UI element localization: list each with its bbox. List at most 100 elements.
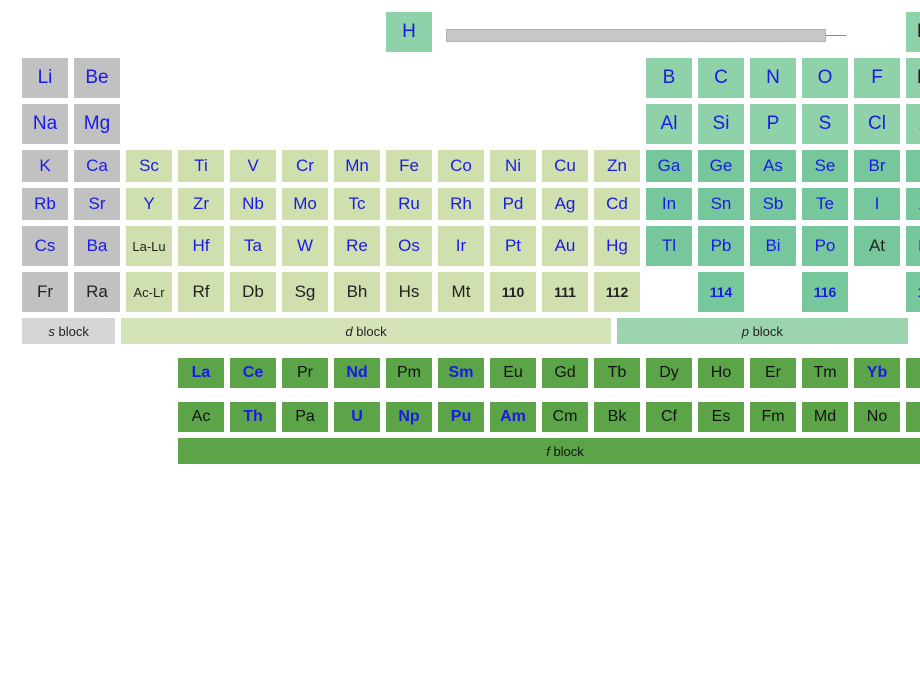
element-Ru[interactable]: Ru [386,188,432,220]
element-Li[interactable]: Li [22,58,68,98]
element-Os[interactable]: Os [386,226,432,266]
element-Hg[interactable]: Hg [594,226,640,266]
element-Si[interactable]: Si [698,104,744,144]
element-Rh[interactable]: Rh [438,188,484,220]
element-Zr[interactable]: Zr [178,188,224,220]
lanthanide-row: LaCePrNdPmSmEuGdTbDyHoErTmYbLu [178,358,908,388]
element-Sb[interactable]: Sb [750,188,796,220]
element-Ir[interactable]: Ir [438,226,484,266]
element-Sc[interactable]: Sc [126,150,172,182]
element-Ge[interactable]: Ge [698,150,744,182]
element-Cu[interactable]: Cu [542,150,588,182]
element-U[interactable]: U [334,402,380,432]
element-Ba[interactable]: Ba [74,226,120,266]
element-I[interactable]: I [854,188,900,220]
element-Lr: Lr [906,402,920,432]
element-Al[interactable]: Al [646,104,692,144]
element-Sr[interactable]: Sr [74,188,120,220]
element-Hs: Hs [386,272,432,312]
element-As[interactable]: As [750,150,796,182]
element-Cl[interactable]: Cl [854,104,900,144]
element-Xe[interactable]: Xe [906,188,920,220]
element-F[interactable]: F [854,58,900,98]
element-Cs[interactable]: Cs [22,226,68,266]
element-118[interactable]: 118 [906,272,920,312]
element-Po[interactable]: Po [802,226,848,266]
element-110: 110 [490,272,536,312]
element-Pt[interactable]: Pt [490,226,536,266]
element-Ce[interactable]: Ce [230,358,276,388]
element-Ni[interactable]: Ni [490,150,536,182]
element-Au[interactable]: Au [542,226,588,266]
element-Nb[interactable]: Nb [230,188,276,220]
element-Sn[interactable]: Sn [698,188,744,220]
element-O[interactable]: O [802,58,848,98]
element-Ga[interactable]: Ga [646,150,692,182]
element-Ho: Ho [698,358,744,388]
element-Y[interactable]: Y [126,188,172,220]
element-Ca[interactable]: Ca [74,150,120,182]
d-block-text: block [356,324,386,339]
element-Fe[interactable]: Fe [386,150,432,182]
element-Mn[interactable]: Mn [334,150,380,182]
element-Na[interactable]: Na [22,104,68,144]
element-Ti[interactable]: Ti [178,150,224,182]
element-Cf: Cf [646,402,692,432]
element-No: No [854,402,900,432]
element-K[interactable]: K [22,150,68,182]
element-In[interactable]: In [646,188,692,220]
element-Lu[interactable]: Lu [906,358,920,388]
slider-track [446,29,826,42]
slider-line [826,35,846,36]
element-Cm: Cm [542,402,588,432]
element-Pu[interactable]: Pu [438,402,484,432]
element-Sm[interactable]: Sm [438,358,484,388]
element-Ne: Ne [906,58,920,98]
element-Te[interactable]: Te [802,188,848,220]
element-Th[interactable]: Th [230,402,276,432]
element-W[interactable]: W [282,226,328,266]
element-114[interactable]: 114 [698,272,744,312]
f-block-label: f block [178,438,920,464]
element-Mo[interactable]: Mo [282,188,328,220]
element-N[interactable]: N [750,58,796,98]
element-La[interactable]: La [178,358,224,388]
element-Nd[interactable]: Nd [334,358,380,388]
s-block-text: block [59,324,89,339]
element-Ta[interactable]: Ta [230,226,276,266]
block-labels-row: s block d block p block [22,318,908,344]
element-V[interactable]: V [230,150,276,182]
element-Hf[interactable]: Hf [178,226,224,266]
element-Br[interactable]: Br [854,150,900,182]
element-Mg[interactable]: Mg [74,104,120,144]
element-116[interactable]: 116 [802,272,848,312]
element-Rb[interactable]: Rb [22,188,68,220]
element-Tl[interactable]: Tl [646,226,692,266]
element-Cd[interactable]: Cd [594,188,640,220]
element-Rf: Rf [178,272,224,312]
element-AcLr: Ac-Lr [126,272,172,312]
element-Ag[interactable]: Ag [542,188,588,220]
element-Am[interactable]: Am [490,402,536,432]
element-P[interactable]: P [750,104,796,144]
element-Zn[interactable]: Zn [594,150,640,182]
element-H[interactable]: H [386,12,432,52]
element-S[interactable]: S [802,104,848,144]
element-Rn[interactable]: Rn [906,226,920,266]
element-Tc[interactable]: Tc [334,188,380,220]
element-Re[interactable]: Re [334,226,380,266]
element-C[interactable]: C [698,58,744,98]
element-Np[interactable]: Np [386,402,432,432]
element-Pb[interactable]: Pb [698,226,744,266]
element-Cr[interactable]: Cr [282,150,328,182]
element-Co[interactable]: Co [438,150,484,182]
element-Fm: Fm [750,402,796,432]
element-Yb[interactable]: Yb [854,358,900,388]
element-Sg: Sg [282,272,328,312]
element-Pd[interactable]: Pd [490,188,536,220]
element-Bi[interactable]: Bi [750,226,796,266]
element-Se[interactable]: Se [802,150,848,182]
element-Be[interactable]: Be [74,58,120,98]
element-Gd: Gd [542,358,588,388]
element-B[interactable]: B [646,58,692,98]
